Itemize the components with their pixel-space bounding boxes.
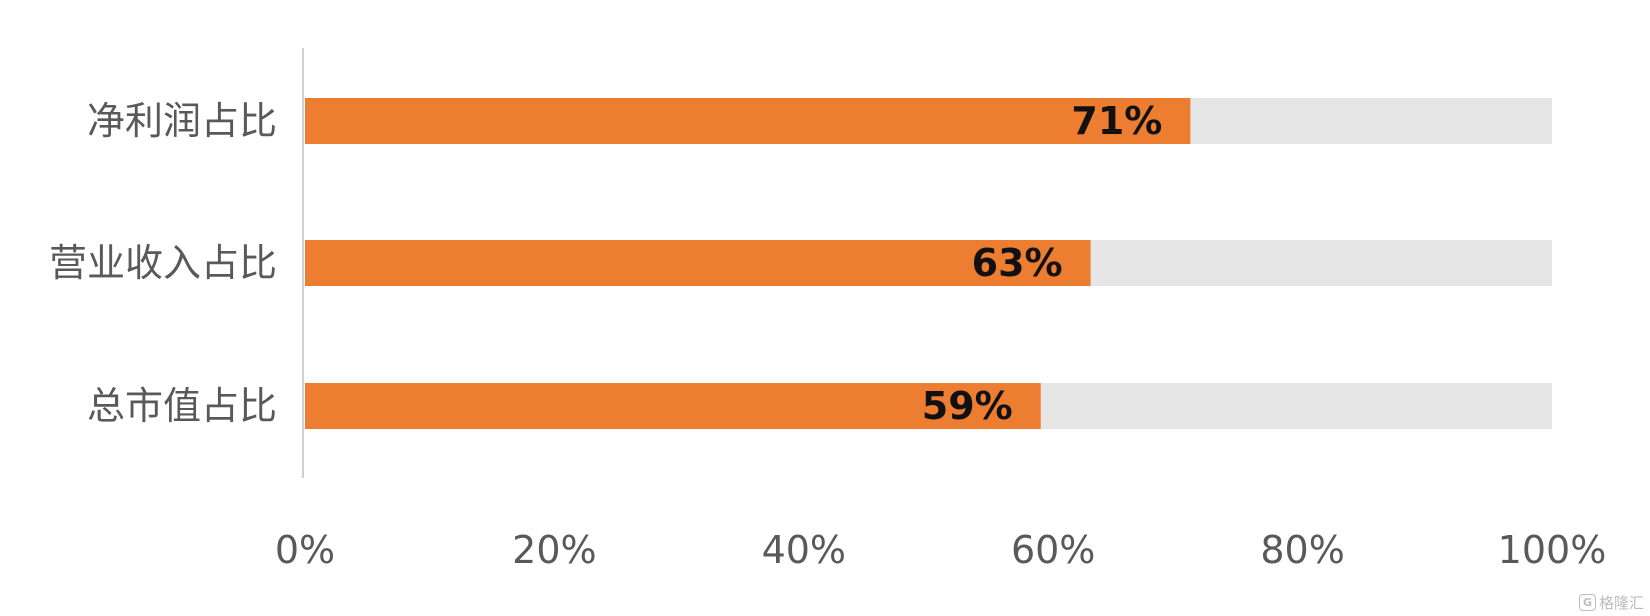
watermark-logo-icon: G bbox=[1578, 594, 1596, 611]
watermark-text: 格隆汇 bbox=[1598, 594, 1644, 612]
x-tick-label: 0% bbox=[275, 528, 335, 572]
x-tick-label: 60% bbox=[1011, 528, 1095, 572]
data-label: 63% bbox=[972, 241, 1063, 285]
category-label: 总市值占比 bbox=[87, 384, 277, 428]
data-labels: 71% 63% 59% bbox=[922, 99, 1163, 428]
data-label: 59% bbox=[922, 384, 1013, 428]
x-tick-label: 80% bbox=[1260, 528, 1344, 572]
category-label: 净利润占比 bbox=[87, 99, 277, 143]
x-tick-label: 20% bbox=[512, 528, 596, 572]
bar-value bbox=[305, 240, 1091, 286]
data-label: 71% bbox=[1071, 99, 1162, 143]
category-label: 营业收入占比 bbox=[49, 241, 277, 285]
x-tick-label: 40% bbox=[762, 528, 846, 572]
x-axis-tick-labels: 0% 20% 40% 60% 80% 100% bbox=[275, 528, 1606, 572]
bar-value bbox=[305, 383, 1041, 429]
watermark: G 格隆汇 bbox=[1578, 592, 1644, 613]
x-tick-label: 100% bbox=[1498, 528, 1607, 572]
bars-layer bbox=[305, 98, 1552, 429]
bar-value bbox=[305, 98, 1191, 144]
